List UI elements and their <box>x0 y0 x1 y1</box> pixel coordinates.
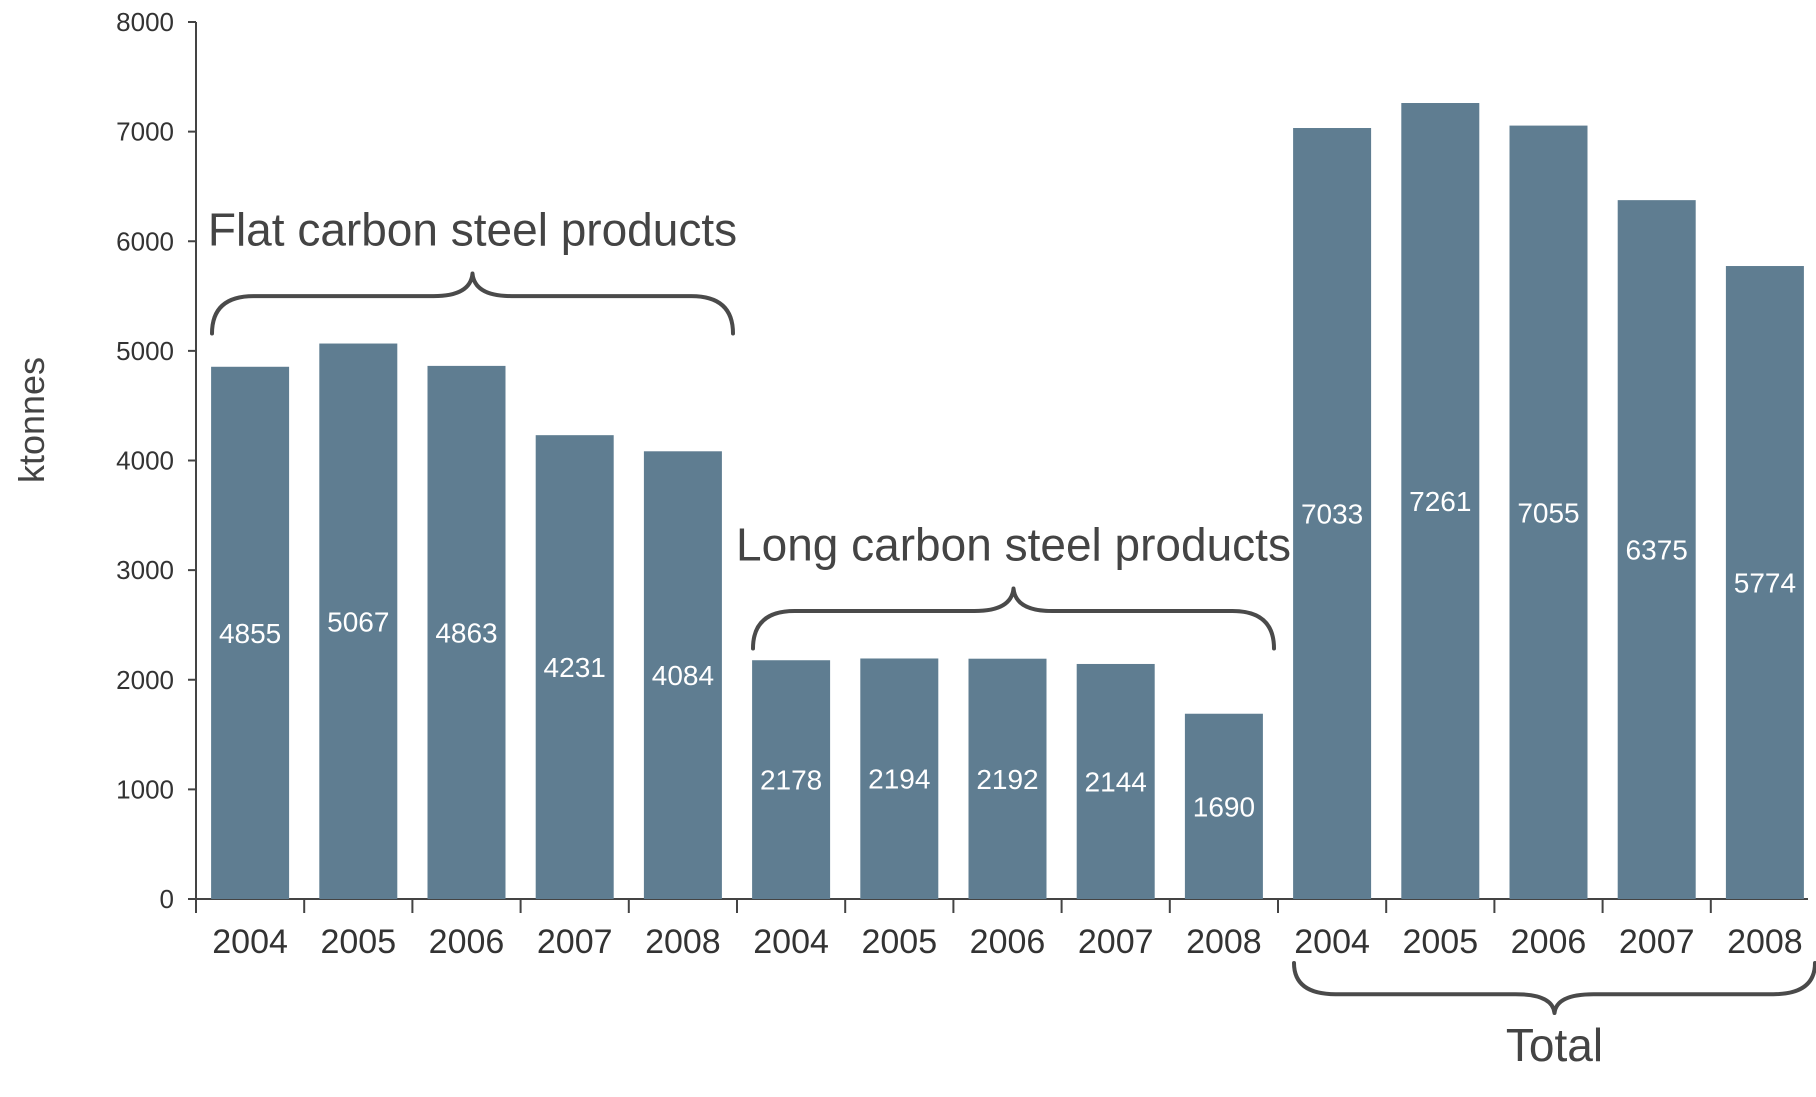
bar <box>643 451 722 899</box>
bars: 4855 5067 4863 4231 4084 2178 2194 2192 2144 1690… <box>211 103 1804 899</box>
y-axis: 0 1000 2000 3000 4000 5000 6000 7000 8000 <box>116 7 197 914</box>
group-label: Total <box>1506 1019 1603 1071</box>
bar-value-label: 2144 <box>1085 766 1147 797</box>
y-tick-label: 2000 <box>116 665 174 695</box>
bar-value-label: 1690 <box>1193 791 1255 822</box>
bar <box>1617 200 1696 899</box>
x-tick-label: 2004 <box>1294 923 1370 961</box>
bar <box>1293 128 1372 899</box>
x-tick-label: 2008 <box>1727 923 1803 961</box>
bar <box>860 658 939 899</box>
x-tick-label: 2005 <box>861 923 937 961</box>
x-tick-label: 2006 <box>1511 923 1587 961</box>
y-tick-label: 7000 <box>116 117 174 147</box>
group-brace <box>751 586 1276 651</box>
bar <box>752 660 831 899</box>
y-tick-label: 8000 <box>116 7 174 37</box>
bar <box>1184 713 1263 899</box>
bar <box>1401 103 1480 899</box>
x-tick-label: 2007 <box>1619 923 1695 961</box>
y-tick-label: 5000 <box>116 336 174 366</box>
x-axis: 2004 2005 2006 2007 2008 2004 2005 2006 2007 2008… <box>195 898 1808 961</box>
bar <box>211 366 290 899</box>
bar-value-label: 4231 <box>544 652 606 683</box>
bar-value-label: 2192 <box>976 764 1038 795</box>
y-tick-label: 6000 <box>116 226 174 256</box>
y-tick-label: 3000 <box>116 555 174 585</box>
group-brace <box>1292 961 1816 1015</box>
x-tick-label: 2008 <box>1186 923 1262 961</box>
bar-value-label: 4084 <box>652 660 714 691</box>
bar-value-label: 7261 <box>1409 486 1471 517</box>
bar-value-label: 7055 <box>1517 497 1579 528</box>
x-tick-label: 2007 <box>1078 923 1154 961</box>
bar <box>319 343 398 899</box>
x-tick-label: 2008 <box>645 923 721 961</box>
x-tick-label: 2005 <box>1402 923 1478 961</box>
bar <box>1076 663 1155 899</box>
x-tick-label: 2005 <box>320 923 396 961</box>
group-label: Flat carbon steel products <box>208 204 737 256</box>
group-annotations: Flat carbon steel products Long carbon st… <box>208 204 1816 1071</box>
x-tick-label: 2007 <box>537 923 613 961</box>
bar <box>535 435 614 899</box>
bar-value-label: 4855 <box>219 618 281 649</box>
bar-value-label: 2178 <box>760 765 822 796</box>
x-tick-label: 2006 <box>429 923 505 961</box>
bar-value-label: 4863 <box>435 617 497 648</box>
bar <box>968 658 1047 899</box>
y-tick-label: 1000 <box>116 774 174 804</box>
x-tick-label: 2004 <box>212 923 288 961</box>
group-label: Long carbon steel products <box>736 518 1291 570</box>
bar-value-label: 6375 <box>1626 535 1688 566</box>
bar-value-label: 5067 <box>327 606 389 637</box>
y-axis-title: ktonnes <box>11 357 52 483</box>
bar-value-label: 5774 <box>1734 568 1796 599</box>
bar-value-label: 7033 <box>1301 499 1363 530</box>
y-tick-label: 0 <box>160 884 174 914</box>
bar-value-label: 2194 <box>868 764 930 795</box>
bar <box>427 365 506 899</box>
y-tick-label: 4000 <box>116 446 174 476</box>
bar <box>1509 125 1588 899</box>
x-tick-label: 2004 <box>753 923 829 961</box>
bar <box>1725 266 1804 899</box>
x-tick-label: 2006 <box>970 923 1046 961</box>
group-brace <box>210 271 735 336</box>
